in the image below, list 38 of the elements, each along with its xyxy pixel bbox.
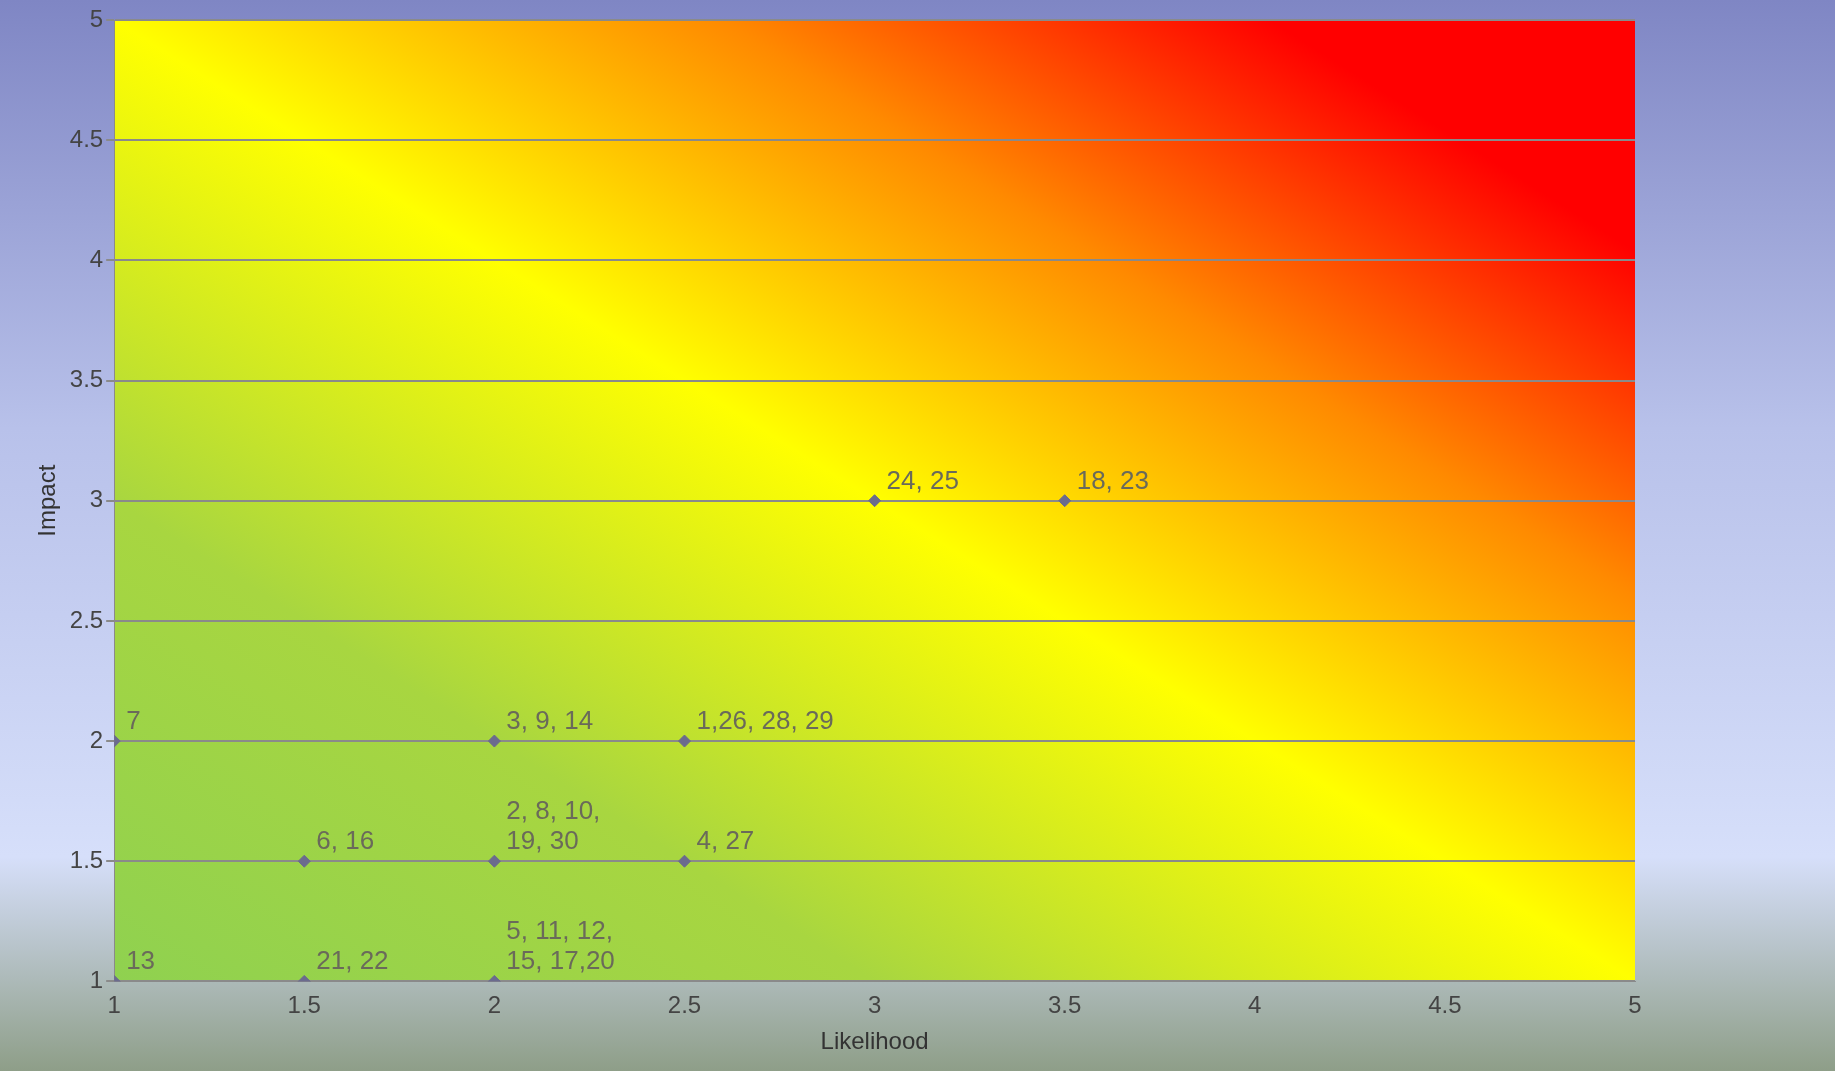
y-tick-label: 1.5 [69,845,104,873]
x-tick-label: 1 [107,991,121,1019]
point [868,494,882,508]
x-tick-label: 2 [487,991,502,1019]
y-tick-label: 5 [89,4,104,32]
x-tick-label: 3.5 [1048,991,1082,1019]
y-tick-label: 4.5 [69,124,104,152]
annotation: 3, 9, 14 [506,705,594,736]
x-tick-label: 5 [1628,991,1642,1019]
x-tick-label: 4.5 [1428,991,1462,1019]
annotation: 21, 22 [316,945,389,976]
annotation: 2, 8, 10, 19, 30 [506,795,601,856]
y-axis-title: Impact [33,464,61,537]
x-tick-label: 1.5 [287,991,321,1019]
annotation: 1,26, 28, 29 [696,705,834,736]
annotation: 7 [126,705,141,736]
annotation: 4, 27 [696,825,755,856]
y-tick-label: 4 [89,244,104,272]
point [677,734,691,748]
annotation: 13 [126,945,156,976]
y-tick-label: 2 [89,725,104,753]
point [297,854,311,868]
y-tick-label: 1 [89,966,104,994]
x-tick-label: 3 [867,991,882,1019]
annotation: 24, 25 [886,464,959,495]
y-tick-label: 3 [89,485,104,513]
x-tick-label: 4 [1248,991,1262,1019]
y-tick-label: 3.5 [69,365,104,393]
point [487,854,501,868]
point [1058,494,1072,508]
point [677,854,691,868]
annotation: 6, 16 [316,825,375,856]
point [487,734,501,748]
annotation: 18, 23 [1076,464,1149,495]
x-axis-title: Likelihood [820,1027,929,1055]
annotation: 5, 11, 12, 15, 17,20 [506,915,615,976]
x-tick-label: 2.5 [667,991,702,1019]
y-tick-label: 2.5 [69,605,104,633]
